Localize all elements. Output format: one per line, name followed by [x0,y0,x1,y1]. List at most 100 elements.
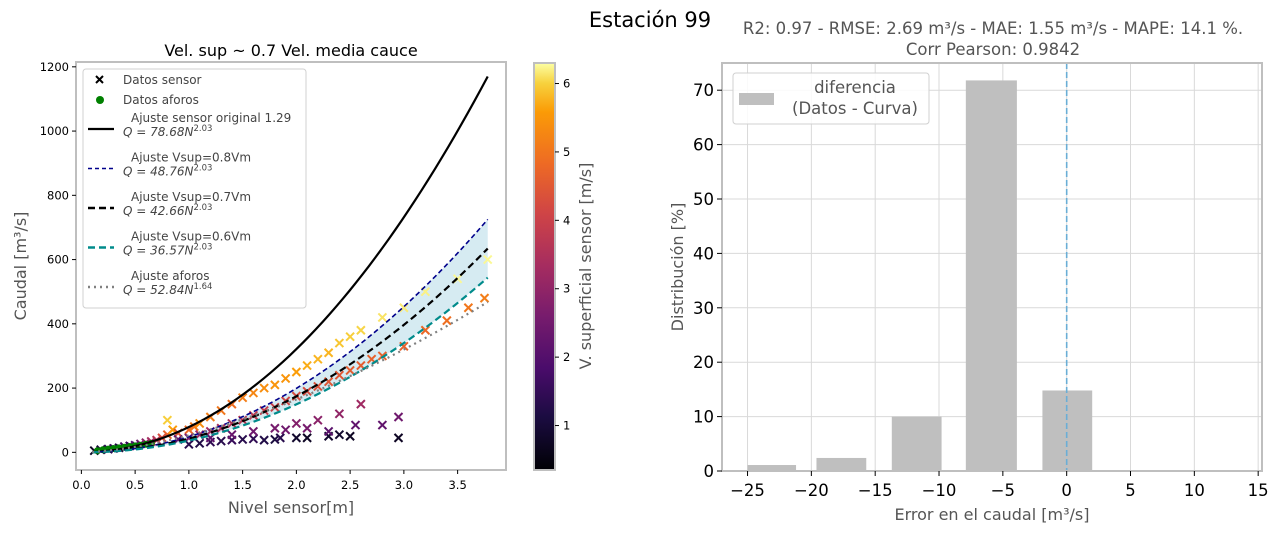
legend-formula: Q = 48.76N2.03 [123,164,212,179]
histogram-x-tick-label: −15 [858,481,893,500]
sensor-point [377,420,388,430]
sensor-point [442,315,452,326]
sensor-point [350,420,361,430]
legend-formula-base: Q = 42.66N [123,204,193,218]
histogram-bar [747,465,797,471]
legend-formula: Q = 42.66N2.03 [123,203,212,218]
sensor-point [291,367,302,377]
sensor-point [237,393,248,403]
scatter-legend-box [82,68,307,309]
histogram-legend-swatch [739,93,774,105]
histogram-y-tick-label: 70 [693,81,714,100]
legend-marker-x-icon [95,75,104,84]
sensor-point [275,433,285,443]
histogram-x-tick-label: 10 [1184,481,1205,500]
histogram-y-tick-label: 40 [693,244,714,263]
sensor-point [356,325,366,335]
sensor-point [345,431,355,441]
histogram-bars [747,80,1093,472]
histogram-bar [891,416,942,471]
scatter-y-tick-label: 400 [47,317,69,331]
legend-formula-exponent: 2.03 [193,243,212,253]
legend-formula-base: Q = 48.76N [123,165,193,179]
histogram-x-tick-label: 0 [1061,481,1072,500]
legend-label: Datos aforos [123,93,199,107]
histogram-ylabel: Distribución [%] [668,203,687,332]
sensor-point [259,383,269,393]
sensor-point [345,365,355,376]
legend-formula: Q = 52.84N1.64 [123,282,212,297]
sensor-point [248,388,259,398]
sensor-point [313,354,323,364]
colorbar: 1 2 3 4 5 6 V. superficial sensor [m/s] [533,62,595,471]
sensor-point [356,399,366,409]
scatter-y-tick-label: 800 [47,188,69,202]
legend-formula-exponent: 2.03 [193,203,212,213]
sensor-point [345,331,355,342]
histogram-frame [721,62,1263,472]
colorbar-tick-label: 1 [563,419,570,433]
histogram-legend-line1: diferencia [814,78,896,97]
legend-formula-base: Q = 78.68N [123,125,193,139]
sensor-point [377,312,388,323]
scatter-legend: Datos sensor Datos aforos Ajuste sensor or… [82,68,307,309]
fit-curve-ajuste-vsup-0.6 [92,276,489,454]
scatter-y-tick-label: 1000 [40,124,69,138]
sensor-point [334,409,345,419]
scatter-x-tick-label: 0.0 [72,478,90,492]
histogram-y-tick-label: 50 [693,190,714,209]
sensor-point [334,338,345,348]
fit-band [92,219,488,453]
scatter-x-tick-label: 3.0 [395,478,413,492]
colorbar-tick-label: 5 [563,145,570,159]
sensor-point [270,380,280,390]
sensor-point [291,433,302,443]
scatter-ylabel: Caudal [m³/s] [11,212,30,321]
scatter-frame [75,61,507,471]
histogram-y-ticks: 0 10 20 30 40 50 60 70 [693,81,722,481]
scatter-x-tick-label: 1.5 [233,478,251,492]
fit-curves-layer [92,75,489,454]
histogram-x-ticks: −25 −20 −15 −10 −5 0 5 10 15 [730,471,1269,500]
scatter-xlabel-text: Nivel sensor[m] [228,498,354,517]
sensor-point [334,370,345,380]
sensor-point [393,433,404,443]
scatter-y-tick-label: 1200 [40,60,69,74]
sensor-point [420,325,431,335]
sensor-point [194,438,205,449]
scatter-y-tick-label: 200 [47,381,69,395]
histogram-x-tick-label: −20 [794,481,829,500]
histogram-x-tick-label: −25 [730,481,765,500]
histogram-x-tick-label: −10 [922,481,957,500]
sensor-point [162,415,173,425]
legend-formula: Q = 78.68N2.03 [123,124,212,139]
histogram-y-tick-label: 30 [693,299,714,318]
sensor-point [323,426,334,437]
scatter-x-ticks: 0.0 0.5 1.0 1.5 2.0 2.5 3.0 3.5 [72,470,467,492]
colorbar-tick-label: 3 [563,282,570,296]
sensor-point [227,429,237,440]
colorbar-tick-label: 4 [563,213,570,227]
figure-suptitle: Estación 99 [589,8,711,32]
scatter-xlabel: Nivel sensor[m] [228,498,354,517]
sensor-point [259,435,269,445]
scatter-x-tick-label: 2.5 [341,478,359,492]
histogram-legend: diferencia (Datos - Curva) [732,72,930,125]
sensor-point [291,418,302,429]
sensor-point [280,425,291,435]
histogram-x-tick-label: 5 [1125,481,1136,500]
scatter-y-tick-label: 600 [47,253,69,267]
sensor-point [216,436,226,446]
scatter-chart: Vel. sup ~ 0.7 Vel. media cauce 0.0 0.5 1.… [11,41,507,517]
sensor-point [479,293,490,303]
fit-curve-ajuste-sensor-original [92,75,489,454]
histogram-y-tick-label: 10 [693,408,714,427]
histogram-legend-line2: (Datos - Curva) [792,99,918,118]
colorbar-tick-label: 6 [563,77,570,91]
histogram-legend-box [732,72,930,125]
colorbar-label: V. superficial sensor [m/s] [576,163,595,370]
sensor-point [463,303,474,313]
sensor-point [302,433,312,443]
colorbar-tick-label: 2 [563,350,570,364]
